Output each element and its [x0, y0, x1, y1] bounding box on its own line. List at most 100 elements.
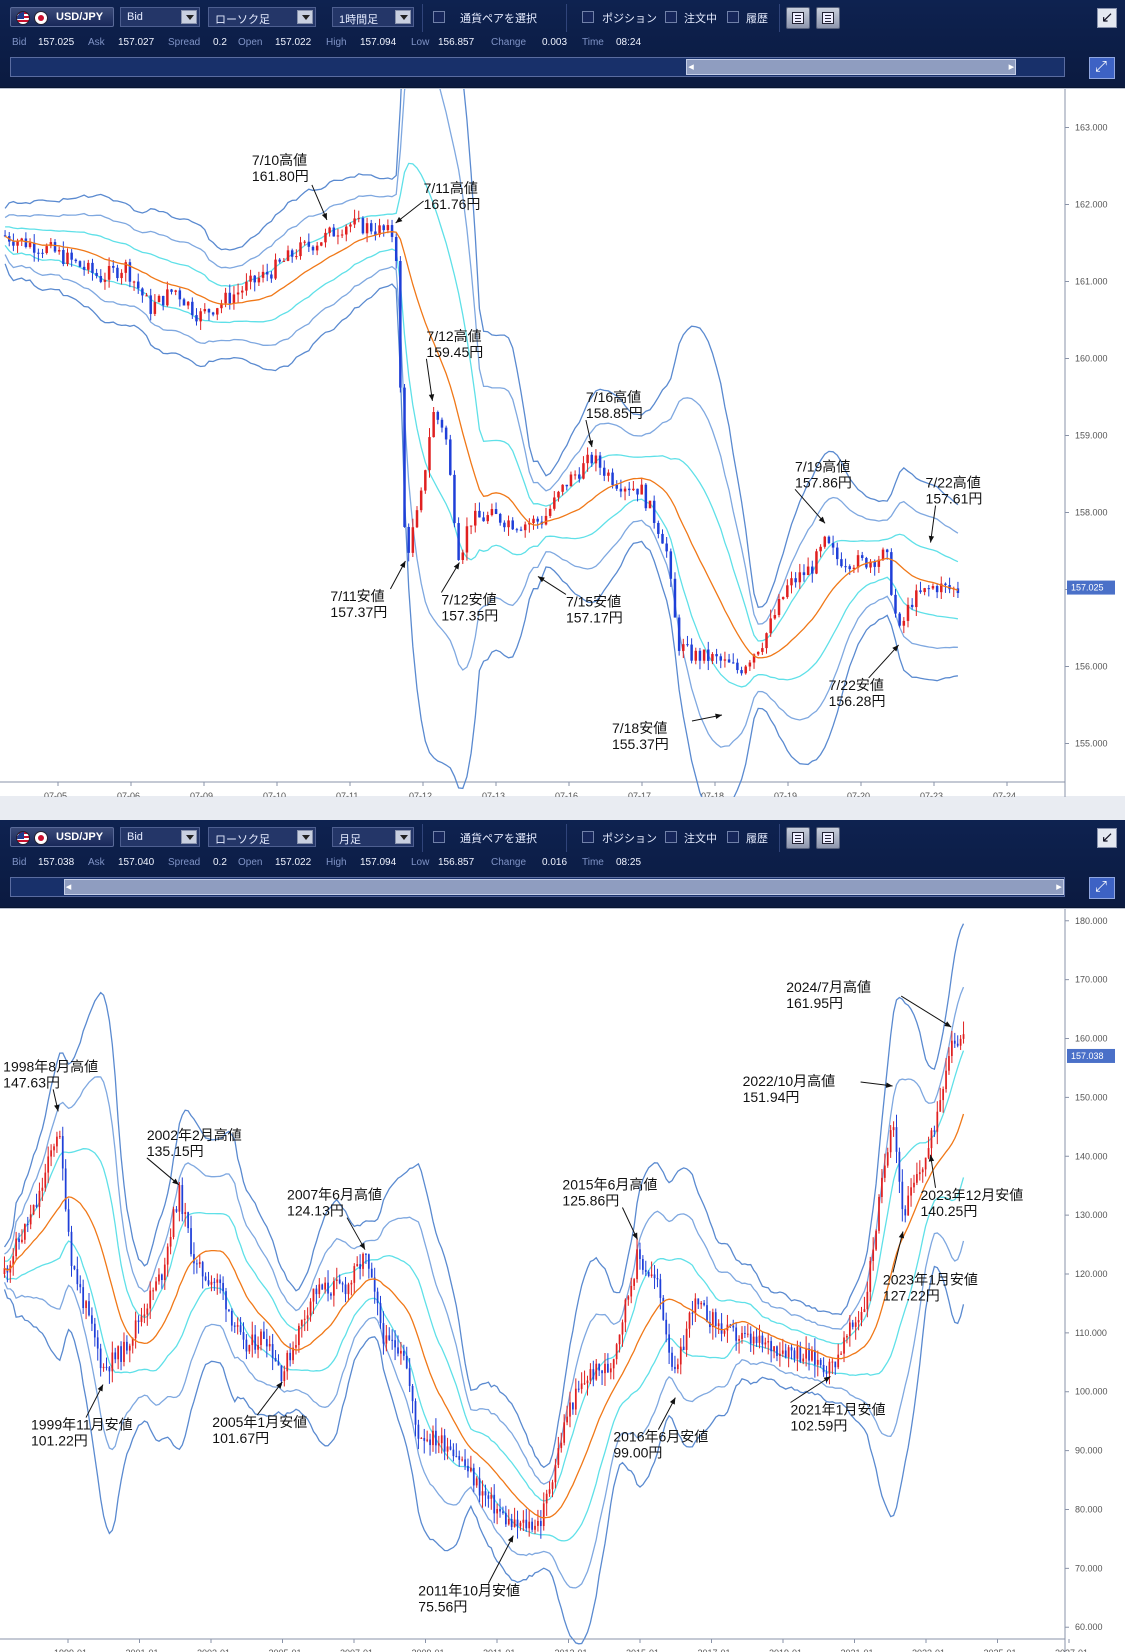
annotation-arrowhead [276, 1381, 283, 1389]
chart-list-button[interactable] [816, 827, 840, 849]
annotation-arrow [868, 644, 900, 679]
candle-body [38, 1190, 41, 1208]
candle-body [890, 552, 893, 595]
candle-body [152, 1290, 155, 1292]
candle-body [140, 1316, 143, 1323]
candle-body [709, 1322, 711, 1328]
currency-pair-button[interactable]: USD/JPY [10, 827, 114, 847]
history-checkbox[interactable] [727, 11, 739, 23]
x-tick-label: 07-05 [44, 791, 67, 797]
price-type-select[interactable]: Bid [120, 7, 200, 27]
annotation-label: 7/18安値 [612, 720, 667, 736]
candle-body [253, 275, 256, 283]
chart-type-select[interactable]: ローソク足 [208, 7, 316, 27]
annotation-value: 156.28円 [829, 693, 886, 709]
candle-body [619, 488, 623, 492]
timeframe-select[interactable]: 月足 [332, 827, 414, 847]
candle-body [35, 1204, 38, 1208]
candle-body [79, 1284, 82, 1288]
candle-body [353, 1266, 356, 1283]
expand-button[interactable] [1089, 877, 1115, 899]
candle-body [16, 241, 19, 246]
annotation-arrowhead [818, 516, 826, 524]
candle-body [300, 1319, 303, 1326]
chevron-down-icon [395, 830, 411, 844]
hourly-chart-area[interactable]: 155.000156.000157.000158.000159.000160.0… [0, 88, 1125, 797]
candle-body [132, 281, 136, 283]
y-tick-label: 150.000 [1075, 1092, 1108, 1102]
candle-body [257, 277, 261, 283]
currency-pair-button[interactable]: USD/JPY [10, 7, 114, 27]
candle-body [652, 500, 656, 523]
hourly-chart-panel: USD/JPY Bid ローソク足 1時間足 通貨ペアを選択 ポジション 注文中 [0, 0, 1125, 820]
x-tick-label: 07-18 [701, 791, 724, 797]
candle-body [513, 1519, 516, 1527]
candle-body [324, 232, 327, 243]
chart-type-select[interactable]: ローソク足 [208, 827, 316, 847]
annotation-label: 2022/10月高値 [743, 1073, 836, 1089]
select-pair-checkbox[interactable] [433, 831, 445, 843]
candle-body [385, 1335, 388, 1344]
orders-label: 注文中 [684, 833, 717, 845]
candle-body [134, 1320, 137, 1339]
candle-body [528, 1521, 531, 1529]
chevron-down-icon [297, 10, 313, 24]
chart-scrollbar[interactable] [10, 877, 1065, 897]
monthly-candlestick-chart[interactable]: 60.000 70.000 80.000 90.000 100.000 110.000 12… [0, 909, 1125, 1652]
chart-list-button[interactable] [816, 7, 840, 29]
bollinger-lower-3sigma [4, 263, 958, 797]
hourly-candlestick-chart[interactable]: 155.000156.000157.000158.000159.000160.0… [0, 89, 1125, 797]
high-value: 157.094 [360, 37, 397, 48]
x-tick-label: 2001-01 [126, 1648, 159, 1652]
chart-window-button[interactable] [786, 827, 810, 849]
bollinger-lower-1sigma [4, 245, 959, 688]
price-type-select[interactable]: Bid [120, 827, 200, 847]
chart-scrollbar[interactable] [10, 57, 1065, 77]
candle-body [731, 662, 735, 664]
x-tick-label: 07-10 [263, 791, 286, 797]
timeframe-select[interactable]: 1時間足 [332, 7, 414, 27]
candle-body [149, 1290, 152, 1309]
current-price-tag [1067, 580, 1115, 595]
annotation-arrowhead [898, 1231, 905, 1239]
minimize-button[interactable] [1097, 828, 1117, 848]
candle-body [769, 618, 772, 634]
candle-body [198, 1262, 201, 1265]
candle-body [338, 1279, 341, 1284]
annotation-label: 1999年11月安値 [31, 1417, 133, 1433]
position-checkbox[interactable] [582, 831, 594, 843]
orders-checkbox[interactable] [665, 831, 677, 843]
select-pair-checkbox[interactable] [433, 11, 445, 23]
candle-body [440, 1435, 443, 1444]
x-tick-label: 2027-01 [1055, 1648, 1088, 1652]
minimize-button[interactable] [1097, 8, 1117, 28]
candle-body [707, 649, 710, 661]
candle-body [557, 1448, 560, 1465]
scrollbar-thumb[interactable] [686, 59, 1017, 75]
annotation-arrowhead [428, 394, 435, 401]
scrollbar-thumb[interactable] [63, 879, 1064, 895]
candle-body [503, 522, 506, 528]
current-price-tag [1067, 1048, 1115, 1063]
candle-body [107, 265, 111, 280]
candle-body [91, 1315, 93, 1324]
candle-body [959, 1038, 962, 1046]
candle-body [230, 1310, 233, 1326]
candle-body [744, 1332, 746, 1334]
history-checkbox[interactable] [727, 831, 739, 843]
orders-checkbox[interactable] [665, 11, 677, 23]
expand-button[interactable] [1089, 57, 1115, 79]
candle-body [572, 1402, 574, 1410]
candle-body [846, 1335, 848, 1338]
monthly-chart-area[interactable]: 60.000 70.000 80.000 90.000 100.000 110.000 12… [0, 908, 1125, 1652]
candle-body [298, 1325, 300, 1346]
candle-body [494, 509, 498, 514]
annotation-value: 151.94円 [743, 1089, 800, 1105]
candle-body [303, 1318, 306, 1320]
low-value: 156.857 [438, 857, 475, 868]
chart-window-button[interactable] [786, 7, 810, 29]
candle-body [636, 1249, 638, 1280]
position-checkbox[interactable] [582, 11, 594, 23]
candle-body [99, 275, 103, 282]
candle-body [166, 1246, 169, 1265]
